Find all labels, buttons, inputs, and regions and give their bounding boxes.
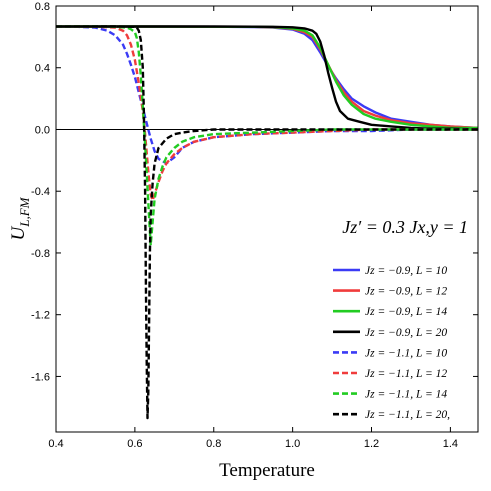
series-line-5 (56, 25, 478, 165)
x-tick-label: 1.2 (364, 438, 379, 450)
y-tick-label: -1.6 (31, 371, 50, 383)
legend: Jz = −0.9, L = 10 Jz = −0.9, L = 12 Jz = −… (333, 265, 450, 421)
y-axis-label: UL,FM (8, 196, 32, 240)
series-layer (56, 25, 478, 420)
y-tick-label: -0.4 (31, 186, 50, 198)
plot-frame (55, 5, 479, 433)
series-line-8 (56, 25, 478, 420)
legend-label-7: Jz = −1.1, L = 14 (365, 389, 447, 401)
y-tick-label: -0.8 (31, 248, 50, 260)
series-line-7 (56, 25, 478, 247)
x-tick-label: 1.0 (285, 438, 300, 450)
ticks-layer: 0.4 0.6 0.8 1.0 1.2 1.4 0.8 0.4 0.0 -0.4 -0.8 -1.2 -… (31, 1, 478, 450)
y-tick-label: 0.0 (35, 124, 50, 136)
legend-label-4: Jz = −0.9, L = 20 (365, 327, 447, 339)
series-line-6 (56, 25, 478, 202)
legend-label-6: Jz = −1.1, L = 12 (365, 368, 447, 380)
legend-label-8: Jz = −1.1, L = 20, (365, 409, 450, 421)
x-tick-label: 0.4 (48, 438, 63, 450)
legend-label-1: Jz = −0.9, L = 10 (365, 265, 447, 277)
legend-label-3: Jz = −0.9, L = 14 (365, 306, 447, 318)
y-tick-label: 0.4 (35, 63, 50, 75)
y-axis-label-main: U (8, 225, 29, 240)
y-tick-label: 0.8 (35, 1, 50, 13)
x-tick-label: 0.8 (206, 438, 221, 450)
series-line-4 (56, 25, 478, 131)
y-tick-label: -1.2 (31, 310, 50, 322)
legend-label-2: Jz = −0.9, L = 12 (365, 286, 447, 298)
x-axis-label: Temperature (219, 460, 315, 481)
coupling-annotation: Jz′ = 0.3 Jx,y = 1 (342, 217, 468, 237)
x-tick-label: 1.4 (443, 438, 458, 450)
legend-label-5: Jz = −1.1, L = 10 (365, 347, 447, 359)
y-axis-label-sub: L,FM (17, 196, 32, 227)
x-tick-label: 0.6 (127, 438, 142, 450)
